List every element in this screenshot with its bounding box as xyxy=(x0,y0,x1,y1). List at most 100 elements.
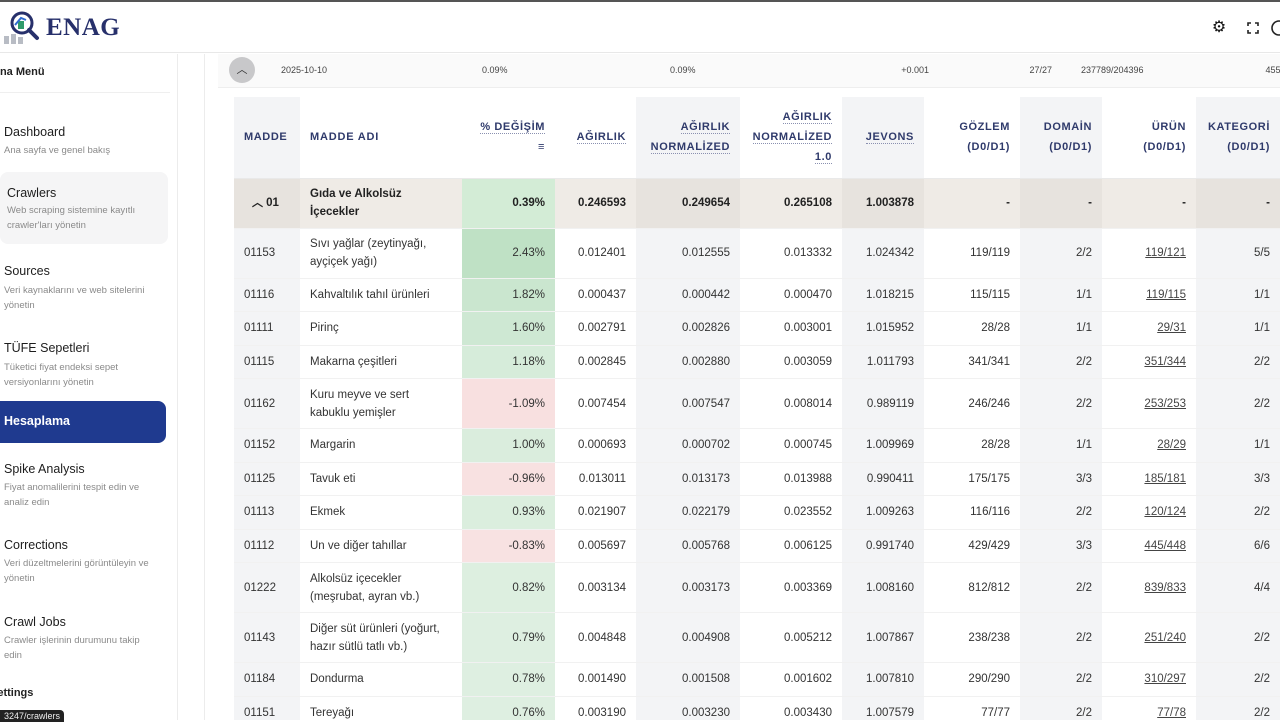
cell-domain: 2/2 xyxy=(1020,662,1102,697)
cell-urun[interactable]: 253/253 xyxy=(1102,378,1196,429)
cell-value: - xyxy=(1006,197,1010,209)
cell-value: - xyxy=(1266,197,1270,209)
column-header-agirlik-normalized[interactable]: AĞIRLIK NORMALİZED xyxy=(636,97,740,179)
table-row[interactable]: 01222 Alkolsüz içecekler (meşrubat, ayran… xyxy=(234,562,1280,613)
nav-desc: Veri düzeltmelerini görüntüleyin ve yöne… xyxy=(4,558,149,584)
cell-value: 0.39% xyxy=(512,197,545,209)
cell-urun[interactable]: 119/121 xyxy=(1102,228,1196,279)
cell-madde: 01222 xyxy=(234,562,300,613)
column-header-urun[interactable]: ÜRÜN (D0/D1) xyxy=(1102,97,1196,179)
sidebar-item-corrections[interactable]: Corrections Veri düzeltmelerini görüntül… xyxy=(0,532,168,588)
cell-value: Makarna çeşitleri xyxy=(310,355,397,368)
column-header-domain[interactable]: DOMAİN (D0/D1) xyxy=(1020,97,1102,179)
cell-degisim: 0.79% xyxy=(462,612,555,663)
table-row[interactable]: 01184 Dondurma 0.78% 0.001490 0.001508 0.0016… xyxy=(234,662,1280,697)
cell-value: 2/2 xyxy=(1254,631,1270,644)
cell-madde: 01162 xyxy=(234,378,300,429)
gear-icon[interactable]: ⚙ xyxy=(1211,19,1227,36)
column-header-degisim[interactable]: % DEĞİŞİM ≡ xyxy=(462,97,555,179)
cell-gozlem: 341/341 xyxy=(924,345,1020,379)
fullscreen-icon[interactable] xyxy=(1244,19,1262,37)
cell-urun[interactable]: 351/344 xyxy=(1102,345,1196,379)
cell-agirlik-normalized-1: 0.001602 xyxy=(740,662,842,697)
table-row[interactable]: 01151 Tereyağı 0.76% 0.003190 0.003230 0.0034… xyxy=(234,696,1280,720)
column-header-label: KATEGORİ (D0/D1) xyxy=(1207,121,1270,154)
cell-value: 1/1 xyxy=(1076,288,1092,301)
cell-value: Alkolsüz içecekler (meşrubat, ayran vb.) xyxy=(310,572,420,603)
cell-value: 253/253 xyxy=(1144,397,1186,410)
cell-urun[interactable]: 445/448 xyxy=(1102,529,1196,563)
sidebar-item-sources[interactable]: Sources Veri kaynaklarını ve web siteler… xyxy=(0,258,168,314)
cell-urun[interactable]: 310/297 xyxy=(1102,662,1196,697)
cell-value: 3/3 xyxy=(1254,472,1270,485)
table-row[interactable]: 01125 Tavuk eti -0.96% 0.013011 0.013173 0.01… xyxy=(234,462,1280,496)
cell-value: 0.005212 xyxy=(784,631,832,644)
cell-degisim: 0.78% xyxy=(462,662,555,697)
column-header-agirlik-normalized-1[interactable]: AĞIRLIK NORMALİZED 1.0 xyxy=(740,97,842,179)
expand-chevron-up-icon[interactable]: ︿ xyxy=(252,197,267,209)
cell-value: 0.007454 xyxy=(578,397,626,410)
cell-madde-adi: Alkolsüz içecekler (meşrubat, ayran vb.) xyxy=(300,562,462,613)
table-row[interactable]: 01111 Pirinç 1.60% 0.002791 0.002826 0.003001… xyxy=(234,311,1280,346)
table-row[interactable]: 01113 Ekmek 0.93% 0.021907 0.022179 0.023552 1… xyxy=(234,495,1280,530)
cell-value: 0.000702 xyxy=(682,439,730,452)
cell-value: 1.007810 xyxy=(866,673,914,686)
sort-icon[interactable]: ≡ xyxy=(537,141,545,154)
cell-value: 0.003134 xyxy=(578,581,626,594)
cell-agirlik-normalized: 0.001508 xyxy=(636,662,740,697)
cell-agirlik-normalized-1: 0.013988 xyxy=(740,462,842,496)
column-header-agirlik[interactable]: AĞIRLIK xyxy=(555,97,636,179)
cell-value: 01125 xyxy=(244,472,276,485)
table-row[interactable]: 01112 Un ve diğer tahıllar -0.83% 0.005697 0… xyxy=(234,529,1280,563)
cell-urun[interactable]: 120/124 xyxy=(1102,495,1196,530)
cell-madde-adi: Tereyağı xyxy=(300,696,462,720)
collapse-chevron-up-icon[interactable]: ︿ xyxy=(229,57,255,83)
table-row[interactable]: 01115 Makarna çeşitleri 1.18% 0.002845 0.002… xyxy=(234,345,1280,379)
cell-urun[interactable]: 185/181 xyxy=(1102,462,1196,496)
group-row[interactable]: ︿ 01 Gıda ve Alkolsüz İçecekler 0.39% 0.246… xyxy=(234,178,1280,229)
cell-agirlik-normalized: 0.002880 xyxy=(636,345,740,379)
cell-value: 1/1 xyxy=(1254,322,1270,335)
column-header-madde-adi[interactable]: MADDE ADI xyxy=(300,97,462,179)
cell-domain: 1/1 xyxy=(1020,311,1102,346)
cell-agirlik-normalized-1: 0.003001 xyxy=(740,311,842,346)
cell-urun[interactable]: 29/31 xyxy=(1102,311,1196,346)
cell-urun[interactable]: 28/29 xyxy=(1102,428,1196,463)
cell-value: 1.60% xyxy=(512,322,545,335)
column-header-madde[interactable]: MADDE xyxy=(234,97,300,179)
cell-kategori: - xyxy=(1196,178,1280,229)
cell-urun[interactable]: 77/78 xyxy=(1102,696,1196,720)
sidebar-item-tufe-sepetleri[interactable]: TÜFE Sepetleri Tüketici fiyat endeksi se… xyxy=(0,335,168,391)
summary-change-2: 0.09% xyxy=(670,65,696,75)
cell-kategori: 2/2 xyxy=(1196,612,1280,663)
column-header-gozlem[interactable]: GÖZLEM (D0/D1) xyxy=(924,97,1020,179)
table-row[interactable]: 01162 Kuru meyve ve sert kabuklu yemişler… xyxy=(234,378,1280,429)
cell-urun[interactable]: 251/240 xyxy=(1102,612,1196,663)
cell-madde-adi: Sıvı yağlar (zeytinyağı, ayçiçek yağı) xyxy=(300,228,462,279)
cell-value: 1.007579 xyxy=(866,706,914,719)
sidebar-item-spike-analysis[interactable]: Spike Analysis Fiyat anomalilerini tespi… xyxy=(0,456,168,512)
column-header-kategori[interactable]: KATEGORİ (D0/D1) xyxy=(1196,97,1280,179)
sidebar-item-crawl-jobs[interactable]: Crawl Jobs Crawler işlerinin durumunu ta… xyxy=(0,609,168,665)
table-row[interactable]: 01152 Margarin 1.00% 0.000693 0.000702 0.0007… xyxy=(234,428,1280,463)
cell-urun[interactable]: 839/833 xyxy=(1102,562,1196,613)
cell-urun[interactable]: 119/115 xyxy=(1102,278,1196,312)
table-row[interactable]: 01153 Sıvı yağlar (zeytinyağı, ayçiçek ya… xyxy=(234,228,1280,279)
sidebar-item-crawlers[interactable]: Crawlers Web scraping sistemine kayıtlı … xyxy=(0,172,168,244)
cell-degisim: 0.39% xyxy=(462,178,555,229)
cell-degisim: -0.83% xyxy=(462,529,555,563)
table-row[interactable]: 01143 Diğer süt ürünleri (yoğurt, hazır s… xyxy=(234,612,1280,663)
table-row[interactable]: 01116 Kahvaltılık tahıl ürünleri 1.82% 0.00… xyxy=(234,278,1280,312)
cell-value: 01151 xyxy=(244,706,276,719)
clock-icon[interactable] xyxy=(1270,19,1280,37)
nav-label: Crawl Jobs xyxy=(4,615,66,629)
column-header-jevons[interactable]: JEVONS xyxy=(842,97,924,179)
cell-kategori: 4/4 xyxy=(1196,562,1280,613)
nav-desc: Tüketici fiyat endeksi sepet versiyonlar… xyxy=(4,362,119,388)
cell-agirlik: 0.003134 xyxy=(555,562,636,613)
sidebar-item-dashboard[interactable]: Dashboard Ana sayfa ve genel bakış xyxy=(0,118,168,162)
cell-value: 0.005768 xyxy=(682,539,730,552)
cell-value: Kahvaltılık tahıl ürünleri xyxy=(310,288,430,301)
column-header-label: MADDE ADI xyxy=(310,131,380,144)
sidebar-item-hesaplama[interactable]: Hesaplama xyxy=(0,401,166,443)
